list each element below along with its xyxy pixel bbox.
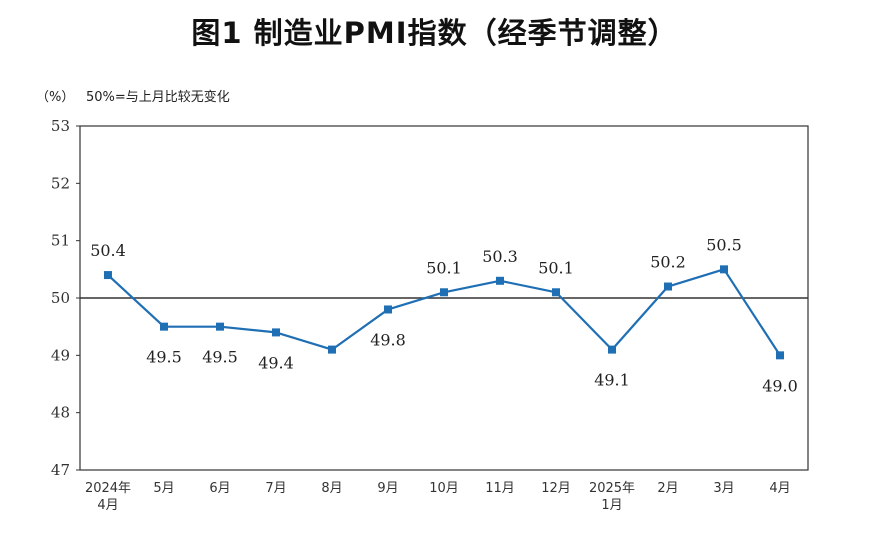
data-point-marker — [440, 288, 448, 297]
x-tick-label: 4月 — [769, 481, 790, 496]
data-label: 50.1 — [538, 258, 574, 277]
y-tick-label: 47 — [51, 461, 70, 479]
y-tick-label: 49 — [51, 346, 70, 364]
data-label: 50.2 — [650, 253, 686, 272]
data-point-marker — [552, 288, 560, 297]
x-tick-label: 2月 — [657, 481, 678, 496]
data-point-marker — [216, 322, 224, 331]
y-tick-label: 50 — [51, 289, 70, 307]
x-tick-label: 5月 — [153, 481, 174, 496]
data-label: 49.8 — [370, 330, 406, 349]
y-tick-label: 51 — [51, 232, 70, 250]
data-label: 50.4 — [90, 241, 126, 260]
series-line — [107, 268, 781, 356]
y-tick-label: 53 — [51, 117, 70, 135]
data-point-marker — [720, 265, 728, 274]
y-unit-label: （%） — [36, 90, 75, 105]
data-label: 49.4 — [258, 353, 294, 372]
x-tick-label: 12月 — [541, 481, 571, 496]
data-label: 49.5 — [146, 348, 182, 367]
data-label: 49.1 — [594, 371, 630, 390]
data-label: 49.0 — [762, 376, 798, 395]
chart-title: 图1 制造业PMI指数（经季节调整） — [191, 16, 678, 50]
y-tick-label: 52 — [51, 174, 70, 192]
y-tick-label: 48 — [51, 404, 70, 422]
x-tick-label: 10月 — [429, 481, 459, 496]
data-label: 50.1 — [426, 258, 462, 277]
x-tick-label: 7月 — [265, 481, 286, 496]
data-point-marker — [608, 345, 616, 354]
data-point-marker — [272, 328, 280, 337]
x-tick-label: 2024年 4月 — [85, 481, 131, 513]
data-point-marker — [160, 322, 168, 331]
data-point-marker — [664, 282, 672, 291]
data-point-marker — [384, 305, 392, 314]
x-tick-label: 2025年 1月 — [589, 481, 635, 513]
data-label: 49.5 — [202, 348, 238, 367]
x-tick-label: 11月 — [485, 481, 515, 496]
x-tick-label: 6月 — [209, 481, 230, 496]
x-tick-label: 9月 — [377, 481, 398, 496]
x-tick-label: 3月 — [713, 481, 734, 496]
data-point-marker — [104, 271, 112, 280]
data-point-marker — [776, 351, 784, 360]
data-label: 50.5 — [706, 235, 742, 254]
x-tick-label: 8月 — [321, 481, 342, 496]
reference-note: 50%=与上月比较无变化 — [86, 90, 230, 105]
data-point-marker — [328, 345, 336, 354]
data-point-marker — [496, 276, 504, 285]
data-label: 50.3 — [482, 247, 518, 266]
